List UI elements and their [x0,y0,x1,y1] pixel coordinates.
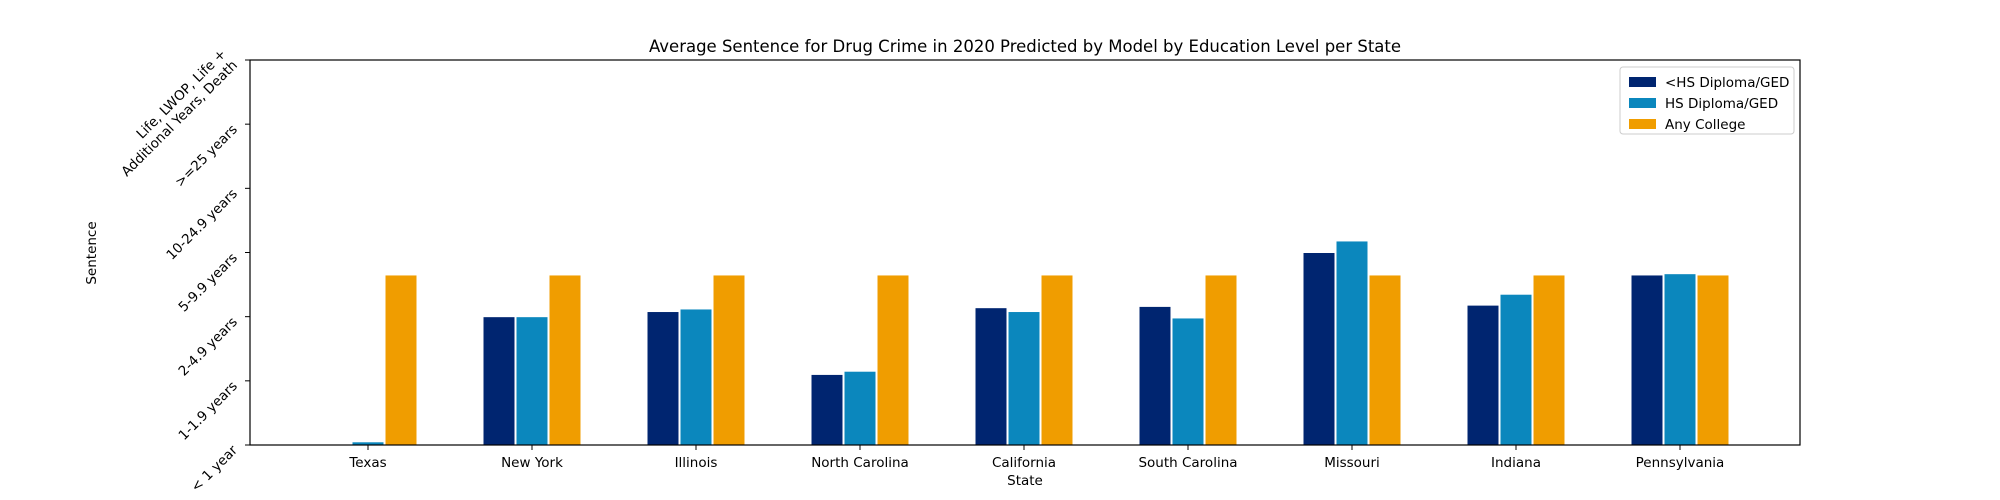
x-tick-label-3: North Carolina [811,455,909,471]
y-axis-label: Sentence [84,221,100,284]
x-tick-label-6: Missouri [1324,455,1380,471]
bar-1-2 [679,308,713,446]
x-axis: Texas New York Illinois North Carolina Calif… [348,445,1724,471]
y-tick-label-0: < 1 year [188,442,241,495]
x-tick-label-1: New York [501,455,563,471]
bar-1-6 [1335,240,1369,446]
legend-swatch-0 [1629,77,1656,87]
chart-title: Average Sentence for Drug Crime in 2020 … [649,37,1401,56]
bar-0-7 [1466,304,1500,446]
bar-2-8 [1696,274,1730,446]
y-tick-label-line: >=25 years [172,122,241,191]
y-tick-label-2: 2-4.9 years [176,314,241,379]
legend-label-1: HS Diploma/GED [1665,96,1778,112]
legend-swatch-2 [1629,119,1656,129]
bar-1-5 [1171,317,1205,446]
bar-0-5 [1138,305,1172,446]
y-tick-label-5: >=25 years [172,122,241,191]
bar-0-4 [974,307,1008,446]
x-tick-label-0: Texas [348,455,386,471]
legend-swatch-1 [1629,98,1656,108]
bar-1-1 [515,316,549,446]
y-tick-label-6: Life, LWOP, Life +Additional Years, Deat… [118,46,240,180]
y-tick-label-line: 2-4.9 years [176,314,241,379]
legend-label-2: Any College [1665,117,1745,133]
y-tick-label-line: < 1 year [188,442,241,495]
bar-2-3 [876,274,910,446]
bar-2-4 [1040,274,1074,446]
bar-1-8 [1663,273,1697,446]
legend-label-0: <HS Diploma/GED [1665,75,1789,91]
y-tick-label-line: 1-1.9 years [176,378,241,443]
x-tick-label-7: Indiana [1491,455,1541,471]
bar-1-4 [1007,311,1041,446]
x-tick-label-4: California [992,455,1056,471]
bar-2-1 [548,274,582,446]
bar-0-8 [1630,274,1664,446]
bar-0-3 [810,373,844,446]
bar-2-6 [1368,274,1402,446]
bar-0-6 [1302,252,1336,446]
x-tick-label-5: South Carolina [1138,455,1237,471]
x-axis-label: State [1007,473,1043,489]
y-tick-label-line: Additional Years, Death [118,58,240,180]
x-tick-label-2: Illinois [675,455,718,471]
bars-layer [318,240,1730,446]
legend: <HS Diploma/GED HS Diploma/GED Any College [1619,66,1795,135]
bar-2-7 [1532,274,1566,446]
y-tick-label-3: 5-9.9 years [176,250,241,315]
x-tick-label-8: Pennsylvania [1636,455,1725,471]
bar-0-2 [646,311,680,446]
y-tick-label-1: 1-1.9 years [176,378,241,443]
y-tick-label-line: 5-9.9 years [176,250,241,315]
bar-2-5 [1204,274,1238,446]
bar-2-2 [712,274,746,446]
bar-2-0 [384,274,418,446]
bar-0-1 [482,316,516,446]
legend-box [1619,66,1795,135]
bar-1-3 [843,370,877,446]
bar-1-7 [1499,293,1533,446]
